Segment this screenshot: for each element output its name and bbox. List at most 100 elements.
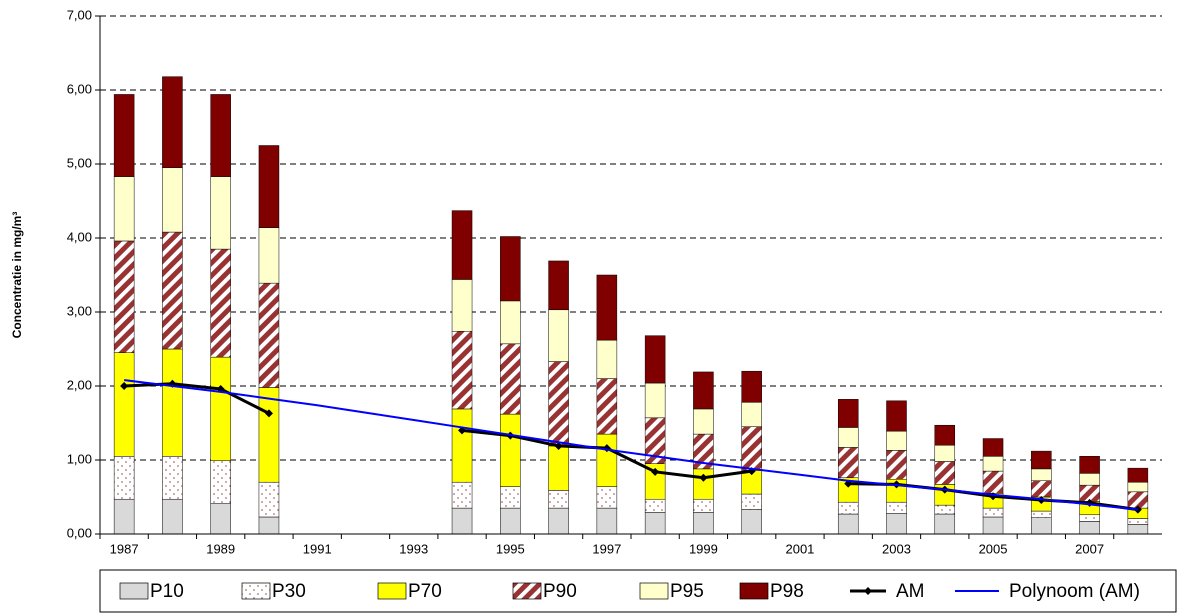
legend-swatch (377, 582, 407, 600)
bar-segment (886, 513, 907, 535)
bar-segment (548, 309, 569, 362)
bar-segment (934, 444, 956, 462)
legend-label: P10 (150, 581, 184, 602)
legend-label: P98 (770, 581, 804, 602)
legend-label: P90 (543, 581, 577, 602)
bar-segment (934, 513, 956, 535)
x-tick-label: 1991 (303, 541, 332, 556)
bar-segment (258, 282, 280, 388)
bar-segment (162, 498, 183, 535)
line-marker (554, 441, 563, 450)
bar-segment (982, 507, 1004, 518)
bar-segment (548, 507, 569, 535)
bar-segment (596, 486, 618, 509)
bar-segment (837, 501, 859, 515)
bar-segment (162, 456, 183, 500)
bar-segment (1127, 467, 1149, 483)
bar-segment (837, 399, 859, 428)
bar-segment (548, 490, 569, 509)
bar-segment (837, 427, 859, 448)
x-tick-label: 1989 (206, 541, 235, 556)
bar-segment (500, 507, 521, 535)
bar-segment (934, 424, 956, 446)
bar-segment (596, 274, 618, 341)
line (124, 379, 1138, 511)
line-marker (651, 467, 660, 476)
bar-segment (1031, 517, 1052, 535)
bar-segment (113, 176, 135, 242)
x-tick-label: 2001 (785, 541, 814, 556)
bar-segment (500, 236, 521, 302)
bar-segment (741, 509, 762, 535)
bar-segment (210, 248, 231, 358)
bar-segment (693, 371, 714, 410)
legend-label: P30 (272, 581, 306, 602)
legend-swatch (739, 582, 769, 600)
bar-segment (1127, 524, 1149, 535)
legend-label: P70 (408, 581, 442, 602)
bar-segment (210, 94, 231, 177)
bar-segment (258, 481, 280, 518)
bar-segment (210, 460, 231, 504)
y-tick-label: 0,00 (67, 525, 92, 540)
bar-segment (500, 300, 521, 345)
bar-segment (596, 339, 618, 379)
bar-segment (644, 512, 666, 535)
bar-segment (644, 382, 666, 419)
bar-segment (982, 470, 1004, 494)
bar-segment (741, 493, 762, 510)
x-tick-label: 2003 (882, 541, 911, 556)
y-tick-label: 5,00 (67, 155, 92, 170)
bar-segment (500, 486, 521, 509)
bar-segment (548, 361, 569, 447)
legend-label: Polynoom (AM) (1009, 581, 1140, 602)
bar-segment (113, 240, 135, 353)
bar-segment (258, 227, 280, 284)
bar-segment (886, 450, 907, 480)
bar-segment (596, 507, 618, 535)
bar-segment (451, 279, 473, 332)
bar-segment (548, 445, 569, 491)
bar-segment (693, 512, 714, 535)
bar-segment (162, 167, 183, 233)
bar-segment (1031, 450, 1052, 470)
bar-segment (886, 400, 907, 432)
bar-segment (886, 501, 907, 514)
line-marker (699, 473, 708, 482)
bar-segment (1031, 480, 1052, 498)
bar-segment (500, 343, 521, 415)
bar-segment (451, 210, 473, 280)
bar-segment (741, 402, 762, 427)
bar-segment (1079, 456, 1100, 474)
bar-segment (934, 461, 956, 485)
bar-segment (1031, 468, 1052, 481)
line-marker (264, 409, 273, 418)
bar-segment (1079, 473, 1100, 486)
y-tick-label: 2,00 (67, 377, 92, 392)
x-tick-label: 1995 (496, 541, 525, 556)
bar-segment (644, 335, 666, 384)
line-marker (120, 382, 129, 390)
legend-label: AM (896, 581, 925, 602)
legend-swatch (639, 582, 669, 600)
bar-segment (258, 387, 280, 483)
bar-segment (548, 260, 569, 311)
bar-segment (837, 513, 859, 535)
bar-segment (596, 378, 618, 435)
bar-segment (982, 456, 1004, 472)
bar-segment (644, 498, 666, 513)
bar-segment (162, 76, 183, 168)
bar-segment (693, 408, 714, 435)
bar-segment (451, 408, 473, 483)
bar-segment (258, 145, 280, 228)
legend-swatch (241, 582, 271, 600)
x-tick-label: 2007 (1075, 541, 1104, 556)
bar-segment (693, 498, 714, 513)
bar-segment (451, 330, 473, 410)
bar-segment (982, 438, 1004, 457)
y-axis-title: Concentratie in mg/m³ (10, 212, 24, 339)
bar-segment (162, 231, 183, 350)
bar-segment (210, 176, 231, 250)
